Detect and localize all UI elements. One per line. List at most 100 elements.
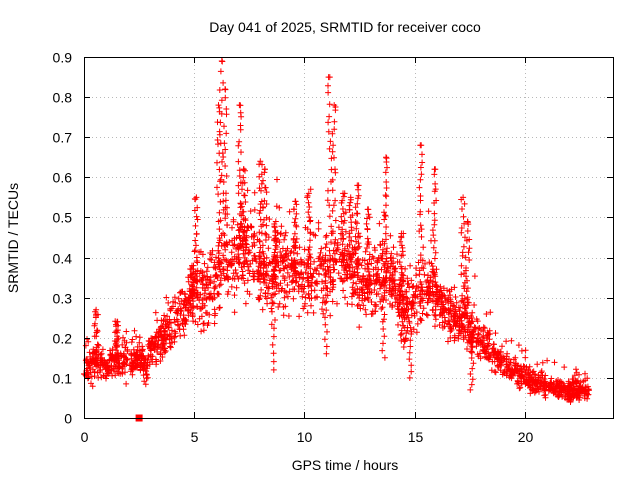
data-point <box>168 327 175 334</box>
data-point <box>423 311 430 318</box>
data-point <box>388 260 395 267</box>
data-point <box>207 256 213 262</box>
data-point <box>129 371 136 378</box>
data-point <box>464 296 471 303</box>
data-point <box>381 216 388 223</box>
data-point <box>243 244 250 251</box>
data-point <box>463 288 470 295</box>
data-point <box>516 385 523 392</box>
data-point <box>378 282 384 288</box>
data-point <box>273 235 280 242</box>
data-point <box>365 261 372 268</box>
data-point <box>109 372 116 379</box>
data-point <box>329 187 336 194</box>
data-point <box>262 290 269 296</box>
data-point <box>242 167 248 174</box>
data-point <box>241 224 248 231</box>
data-point <box>387 300 393 307</box>
data-point <box>368 299 375 305</box>
data-point <box>123 380 130 387</box>
data-point <box>349 290 356 297</box>
data-point <box>469 318 475 325</box>
data-point <box>331 240 338 247</box>
data-point <box>203 268 210 275</box>
data-point <box>324 257 331 263</box>
data-point <box>349 212 356 219</box>
data-point <box>268 305 275 312</box>
data-point <box>340 256 347 263</box>
data-point <box>315 270 322 277</box>
data-point <box>382 275 389 282</box>
data-point <box>341 252 348 259</box>
data-point <box>469 365 476 372</box>
data-point <box>341 267 347 273</box>
data-point <box>241 263 248 270</box>
data-point <box>381 333 388 340</box>
data-point <box>436 291 443 298</box>
data-point <box>477 355 484 362</box>
data-point <box>485 340 491 347</box>
data-point <box>383 193 390 200</box>
data-point <box>430 244 437 251</box>
data-point <box>362 248 369 255</box>
data-point <box>339 197 346 204</box>
data-point <box>270 300 277 307</box>
data-point <box>440 285 447 292</box>
data-point <box>281 257 287 264</box>
data-point <box>466 245 473 252</box>
data-point <box>556 390 562 397</box>
data-point <box>497 349 504 356</box>
data-point <box>474 318 481 325</box>
data-point <box>387 232 394 239</box>
data-point <box>211 320 218 327</box>
data-point <box>481 325 488 332</box>
y-tick-label: 0.6 <box>53 170 73 186</box>
data-point <box>372 308 379 315</box>
data-point <box>508 337 515 344</box>
data-point <box>235 275 242 282</box>
data-point <box>557 385 564 392</box>
data-point <box>260 177 266 184</box>
data-point <box>302 300 308 307</box>
data-point <box>420 244 427 251</box>
data-point <box>354 220 360 227</box>
data-point <box>263 262 270 269</box>
data-point <box>172 299 179 306</box>
data-point <box>240 229 247 236</box>
data-point <box>235 227 242 234</box>
data-point <box>332 236 339 243</box>
data-point <box>384 245 390 252</box>
data-point <box>416 184 423 191</box>
data-point <box>510 356 517 363</box>
data-point <box>390 244 397 251</box>
data-point <box>304 309 311 316</box>
data-point <box>544 357 551 364</box>
data-point <box>293 270 300 277</box>
data-point <box>432 273 439 280</box>
data-point <box>206 311 213 318</box>
y-tick-label: 0.7 <box>53 130 73 146</box>
data-point <box>238 149 244 156</box>
data-point <box>313 267 320 274</box>
data-point <box>251 206 258 213</box>
data-point <box>221 242 228 249</box>
data-point <box>278 223 285 230</box>
data-point <box>161 312 168 319</box>
data-point <box>575 386 582 393</box>
data-point <box>342 228 349 235</box>
data-point <box>439 309 446 316</box>
data-point <box>339 241 346 248</box>
data-point <box>128 350 135 357</box>
data-point <box>330 281 337 288</box>
data-point <box>468 381 475 388</box>
data-point <box>462 254 469 261</box>
data-point <box>182 291 189 298</box>
data-point <box>271 249 278 256</box>
data-point <box>396 289 403 295</box>
data-point <box>476 331 482 338</box>
data-point <box>432 180 439 187</box>
data-point <box>416 271 423 278</box>
data-point <box>266 259 273 266</box>
data-point <box>245 267 252 274</box>
data-point <box>469 349 475 356</box>
